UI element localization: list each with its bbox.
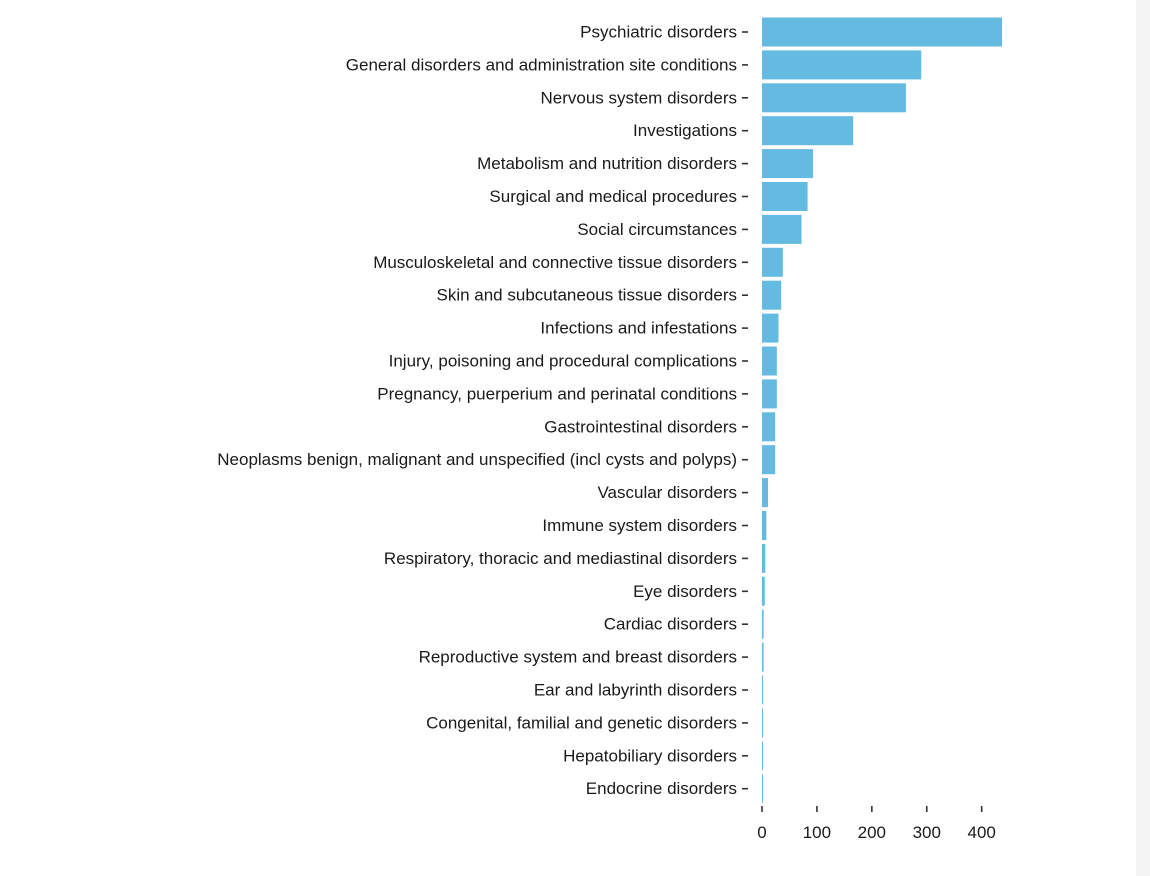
bar: [762, 708, 764, 738]
x-axis-ticks: [761, 806, 983, 812]
bar: [762, 511, 767, 540]
bar: [762, 346, 777, 376]
category-label: Vascular disorders: [597, 483, 737, 502]
category-label: Musculoskeletal and connective tissue di…: [373, 253, 737, 272]
bar: [762, 774, 763, 804]
y-axis-labels: Psychiatric disorders General disorders a…: [217, 23, 737, 799]
category-label: Cardiac disorders: [604, 615, 737, 634]
category-label: Respiratory, thoracic and mediastinal di…: [384, 549, 737, 568]
category-label: Gastrointestinal disorders: [544, 417, 737, 436]
bar: [762, 543, 766, 573]
bar: [762, 280, 782, 310]
category-label: Social circumstances: [577, 220, 737, 239]
page-edge: [1136, 0, 1150, 876]
category-label: Nervous system disorders: [540, 88, 737, 107]
category-label: Endocrine disorders: [586, 779, 737, 798]
y-axis-ticks: [742, 31, 748, 790]
category-label: Neoplasms benign, malignant and unspecif…: [217, 450, 737, 469]
x-tick-label: 400: [967, 823, 995, 842]
category-label: Reproductive system and breast disorders: [419, 648, 737, 667]
category-label: Psychiatric disorders: [580, 23, 737, 42]
category-label: Congenital, familial and genetic disorde…: [426, 713, 737, 732]
bar: [762, 50, 922, 80]
bar: [762, 83, 906, 113]
category-label: Skin and subcutaneous tissue disorders: [436, 286, 737, 305]
x-tick-label: 100: [803, 823, 831, 842]
category-label: Investigations: [633, 121, 737, 140]
bar: [762, 17, 1002, 47]
x-tick-label: 0: [757, 823, 766, 842]
category-label: Ear and labyrinth disorders: [534, 681, 737, 700]
x-axis-labels: 0 100 200 300 400: [757, 823, 996, 842]
category-label: General disorders and administration sit…: [346, 55, 737, 74]
category-label: Hepatobiliary disorders: [563, 746, 737, 765]
category-label: Pregnancy, puerperium and perinatal cond…: [377, 384, 737, 403]
category-label: Metabolism and nutrition disorders: [477, 154, 737, 173]
x-tick-label: 200: [858, 823, 886, 842]
bar: [762, 149, 814, 179]
category-label: Immune system disorders: [542, 516, 737, 535]
bar: [762, 576, 765, 606]
bar: [762, 412, 776, 442]
category-label: Injury, poisoning and procedural complic…: [389, 352, 737, 371]
bar: [762, 642, 764, 672]
bar: [762, 116, 854, 146]
bar: [762, 675, 764, 705]
bar: [762, 445, 776, 475]
category-label: Infections and infestations: [540, 319, 737, 338]
bar: [762, 478, 769, 508]
bar: [762, 379, 777, 409]
category-label: Surgical and medical procedures: [489, 187, 737, 206]
bar: [762, 741, 763, 771]
x-tick-label: 300: [913, 823, 941, 842]
category-label: Eye disorders: [633, 582, 737, 601]
bar: [762, 313, 779, 343]
bar: [762, 182, 808, 211]
bar: [762, 247, 783, 277]
bar: [762, 214, 802, 244]
bars: [762, 17, 1002, 804]
bar: [762, 609, 764, 639]
